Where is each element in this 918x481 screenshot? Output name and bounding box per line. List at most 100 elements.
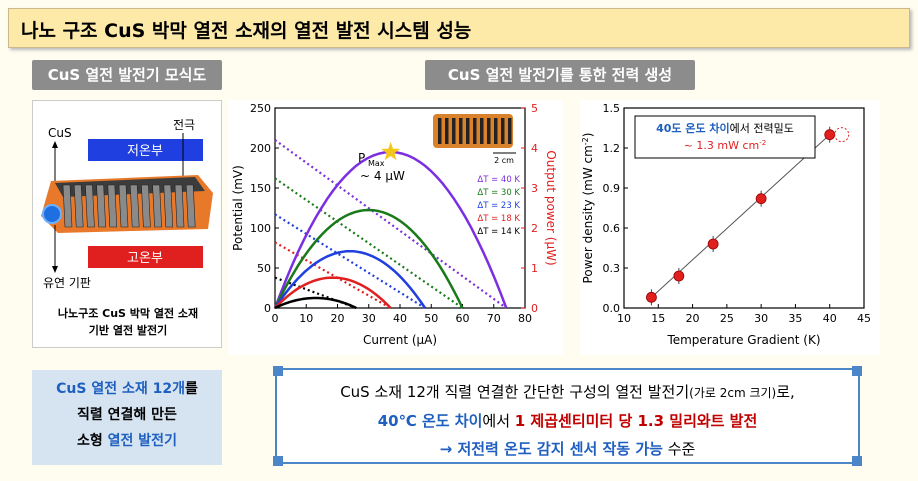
x-tick-label: 10 (299, 312, 313, 325)
schematic-figure: 저온부 CuS 전극 고온부 유연 기판 나노구조 CuS 박막 열전 소재 기… (41, 118, 213, 337)
cus-text: CuS (48, 126, 72, 140)
x-axis-label: Current (μA) (363, 333, 437, 347)
x-tick-label: 35 (788, 312, 802, 325)
cold-side-box (88, 139, 203, 161)
summary-line3-sensor: → 저전력 온도 감지 센서 작동 가능 (439, 440, 663, 458)
y2-tick-label: 4 (531, 142, 538, 155)
pmax-subscript: Max (368, 159, 385, 168)
hot-side-text: 고온부 (127, 251, 163, 266)
inset-leg (438, 118, 442, 144)
summary-line2-power: 1 제곱센티미터 당 1.3 밀리와트 발전 (514, 412, 758, 430)
summary-corner-br (852, 456, 862, 466)
y-tick-label: 150 (250, 182, 271, 195)
x-tick-label: 15 (651, 312, 665, 325)
x-tick-label: 25 (720, 312, 734, 325)
inset-scale-label: 2 cm (494, 156, 514, 165)
annotation-line2: ~ 1.3 mW cm-2 (684, 139, 767, 152)
generation-label: CuS 열전 발전기를 통한 전력 생성 (425, 60, 695, 90)
legend-entry: ΔT = 14 K (477, 227, 520, 237)
thermoelectric-leg (141, 184, 151, 228)
x-tick-label: 20 (331, 312, 345, 325)
y-tick-label: 0.0 (603, 302, 621, 315)
y-tick-label: 0.9 (603, 182, 621, 195)
page-title: 나노 구조 CuS 박막 열전 소재의 열전 발전 시스템 성능 (21, 20, 472, 42)
y-tick-label: 0.3 (603, 262, 621, 275)
schematic-caption-1: 나노구조 CuS 박막 열전 소재 (58, 306, 198, 320)
y2-tick-label: 2 (531, 222, 538, 235)
x-tick-label: 50 (424, 312, 438, 325)
schematic-caption-2: 기반 열전 발전기 (89, 323, 168, 337)
summary-corner-bl (273, 456, 283, 466)
y-tick-label: 200 (250, 142, 271, 155)
thermoelectric-leg (118, 184, 129, 228)
y-tick-label: 100 (250, 222, 271, 235)
note-line3-highlight: 열전 발전기 (107, 433, 177, 449)
summary-line1: CuS 소재 12개 직렬 연결한 간단한 구성의 열전 발전기 (340, 383, 690, 401)
schematic-panel: 저온부 CuS 전극 고온부 유연 기판 나노구조 CuS 박막 열전 소재 기… (32, 100, 222, 348)
inset-leg (487, 118, 491, 144)
annotation-box (634, 115, 816, 159)
inset-leg (452, 118, 456, 144)
substrate-text: 유연 기판 (43, 276, 91, 290)
power-curve (274, 276, 392, 309)
y-tick-label: 50 (257, 262, 271, 275)
legend-entry: ΔT = 30 K (477, 188, 520, 198)
thermoelectric-leg (96, 184, 106, 228)
note-line1-end: 를 (184, 381, 198, 397)
summary-line2-temp: 40℃ 온도 차이 (377, 412, 483, 430)
data-point (673, 270, 685, 282)
y-tick-label: 0.6 (603, 222, 621, 235)
y2-tick-label: 0 (531, 302, 538, 315)
note-line2: 직렬 연결해 만든 (77, 407, 177, 423)
thermoelectric-legs (62, 184, 196, 228)
electrode-text: 전극 (173, 118, 195, 132)
power-curve (273, 208, 464, 309)
legend-entry: ΔT = 40 K (477, 175, 520, 185)
note-line1-highlight: CuS 열전 소재 12개 (56, 381, 185, 397)
x-tick-label: 40 (823, 312, 837, 325)
summary-line3-end: 수준 (662, 440, 696, 458)
y2-tick-label: 3 (531, 182, 538, 195)
inset-leg (466, 118, 470, 144)
inset-leg (494, 118, 498, 144)
x-tick-label: 0 (272, 312, 279, 325)
cold-side-text: 저온부 (127, 144, 163, 159)
summary-line1-end: 로, (776, 383, 795, 401)
data-point (646, 291, 657, 303)
summary-corner-tr (852, 366, 862, 376)
legend-entry: ΔT = 23 K (477, 201, 520, 211)
data-point (755, 193, 767, 205)
x-tick-label: 60 (456, 312, 470, 325)
summary-box: CuS 소재 12개 직렬 연결한 간단한 구성의 열전 발전기(가로 2cm … (275, 368, 860, 464)
power-density-chart: 10 15 20 25 30 35 40 45 0.0 0.3 0.6 0.9 1.2 1.5 Temper… (581, 102, 872, 347)
summary-line2-mid: 에서 (482, 412, 515, 430)
power-curve (274, 296, 357, 310)
y2-axis-label: Output power (μW) (544, 150, 558, 265)
note-box: CuS 열전 소재 12개를 직렬 연결해 만든 소형 열전 발전기 (32, 370, 222, 465)
thermoelectric-leg (85, 184, 95, 228)
x-tick-label: 10 (617, 312, 631, 325)
hot-side-box (88, 246, 203, 268)
voltage-line (274, 241, 392, 309)
pmax-label: P (358, 151, 365, 165)
summary-line1-small: (가로 2cm 크기) (689, 386, 777, 400)
annotation-line1: 40도 온도 차이에서 전력밀도 (656, 121, 794, 135)
thermoelectric-leg (185, 184, 196, 228)
thermoelectric-leg (107, 184, 118, 228)
pmax-star (381, 142, 401, 161)
y-tick-label: 1.5 (603, 102, 621, 115)
y-axis-label: Power density (mW cm-2) (581, 133, 596, 284)
density-chart-panel: 10 15 20 25 30 35 40 45 0.0 0.3 0.6 0.9 1.2 1.5 Temper… (580, 100, 880, 355)
inset-leg (473, 118, 477, 144)
x-tick-label: 30 (362, 312, 376, 325)
iv-chart-panel: 0 10 20 30 40 50 60 70 80 0 50 100 150 200 250 0 1 2 3 4 5 Cu… (228, 100, 563, 355)
y2-tick-label: 5 (531, 102, 538, 115)
data-point (707, 238, 719, 250)
x-tick-label: 45 (857, 312, 871, 325)
note-line3-start: 소형 (77, 433, 108, 449)
x-tick-label: 40 (393, 312, 407, 325)
thermoelectric-leg (62, 184, 73, 228)
y-tick-label: 0 (264, 302, 271, 315)
data-point (824, 129, 836, 141)
inset-leg (459, 118, 463, 144)
